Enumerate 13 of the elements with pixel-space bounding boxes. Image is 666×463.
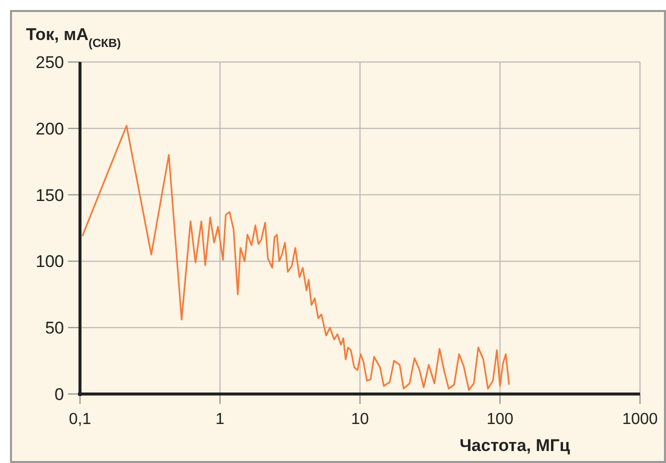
x-tick-label: 0,1 <box>68 411 92 428</box>
x-tick-label: 10 <box>351 411 369 428</box>
x-tick-label: 100 <box>486 411 514 428</box>
x-axis-title: Частота, МГц <box>460 436 571 455</box>
y-tick-label: 150 <box>36 186 64 205</box>
y-axis-title: Ток, мА$_{(СКВ)}$ <box>26 25 121 50</box>
y-tick-label: 200 <box>36 119 64 138</box>
x-tick-label: 1000 <box>622 411 658 428</box>
y-tick-label: 0 <box>54 384 64 404</box>
y-tick-label: 250 <box>36 52 64 72</box>
y-tick-label: 50 <box>45 318 64 338</box>
x-tick-label: 1 <box>216 411 225 428</box>
y-tick-label: 100 <box>36 252 64 272</box>
